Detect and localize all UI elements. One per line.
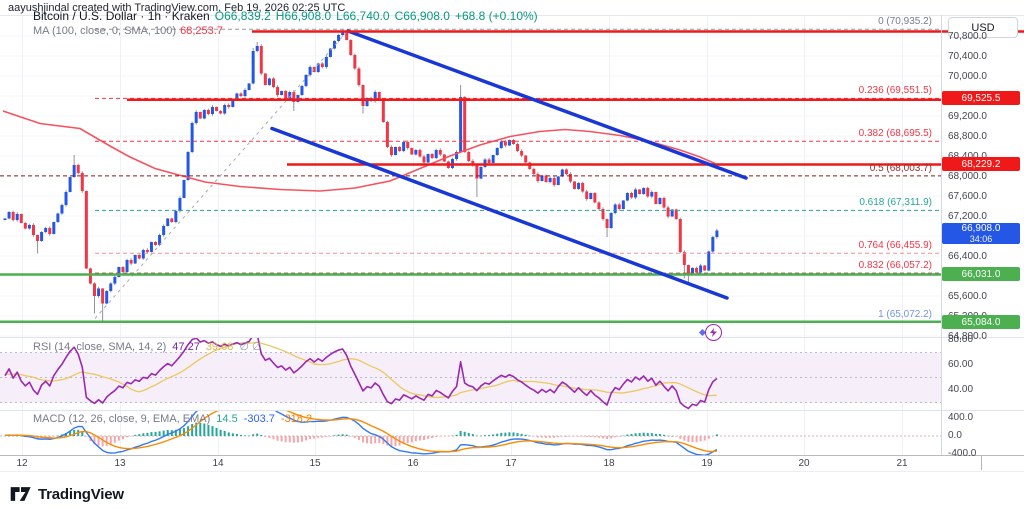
time-label: 15 (309, 458, 321, 469)
ohlc-close: C66,908.0 (394, 9, 450, 23)
time-label: 19 (701, 458, 713, 469)
symbol-legend[interactable]: Bitcoin / U.S. Dollar · 1h · Kraken O66,8… (33, 9, 538, 23)
time-label: 12 (16, 458, 28, 469)
lightning-bolt-icon (710, 328, 717, 337)
ohlc-open: O66,839.2 (214, 9, 271, 23)
last-price-badge: 66,908.0 34:06 (942, 223, 1020, 244)
time-label: 13 (114, 458, 126, 469)
price-tick: 69,200.0 (948, 111, 987, 122)
price-tick: 66,400.0 (948, 251, 987, 262)
ma-legend-value: 68,253.7 (180, 25, 223, 37)
fib-label-0: 0 (70,935.2) (878, 16, 932, 27)
price-tick: 70,800.0 (948, 31, 987, 42)
time-label: 17 (505, 458, 517, 469)
price-tick: 70,000.0 (948, 71, 987, 82)
ohlc-high: H66,908.0 (275, 9, 332, 23)
price-tick: 64,800.0 (948, 331, 987, 342)
macd-tick: 400.0 (948, 412, 974, 423)
time-label: 21 (896, 458, 908, 469)
macd-legend-label: MACD (12, 26, close, 9, EMA, EMA) (33, 413, 211, 425)
price-change: +68.8 (+0.10%) (454, 9, 538, 23)
ma-legend[interactable]: MA (100, close, 0, SMA, 100) 68,253.7 (33, 25, 223, 37)
rsi-tick: 60.00 (948, 359, 974, 370)
rsi-legend-label: RSI (14, close, SMA, 14, 2) (33, 341, 167, 353)
time-label: 16 (407, 458, 419, 469)
fib-label-0764: 0.764 (66,455.9) (858, 240, 932, 251)
rsi-tick: 40.00 (948, 384, 974, 395)
rsi-sma-value: 39.68 (205, 341, 234, 353)
fib-label-0618: 0.618 (67,311.9) (859, 197, 932, 208)
lightning-event-icon[interactable] (705, 324, 722, 341)
tradingview-logo-icon (10, 487, 31, 501)
rsi-tick: 80.00 (948, 334, 974, 345)
macd-tick: 0.0 (948, 430, 962, 441)
tradingview-logo[interactable]: TradingView (10, 484, 124, 504)
time-label: 14 (212, 458, 224, 469)
macd-value: -303.7 (243, 413, 275, 425)
macd-legend[interactable]: MACD (12, 26, close, 9, EMA, EMA) 14.5 -30… (33, 413, 312, 425)
price-tick: 70,400.0 (948, 51, 987, 62)
last-price-value: 66,908.0 (961, 222, 1001, 234)
price-badge-resistance2: 68,229.2 (942, 157, 1020, 171)
time-label: 20 (798, 458, 810, 469)
price-tick: 65,600.0 (948, 291, 987, 302)
macd-hist-value: 14.5 (216, 413, 238, 425)
time-label: 18 (603, 458, 615, 469)
currency-button[interactable]: USD (948, 17, 1018, 38)
price-tick: 67,600.0 (948, 191, 987, 202)
fib-label-0832: 0.832 (66,057.2) (858, 260, 932, 271)
macd-signal-value: -318.2 (280, 413, 313, 425)
fib-label-0236: 0.236 (69,551.5) (858, 85, 932, 96)
price-badge-support2: 65,084.0 (942, 315, 1020, 329)
fib-label-0382: 0.382 (68,695.5) (858, 128, 932, 139)
bar-countdown: 34:06 (969, 233, 993, 244)
price-badge-resistance: 69,525.5 (942, 91, 1020, 105)
ohlc-low: L66,740.0 (336, 9, 390, 23)
rsi-extra: ∅ ∅ (239, 341, 262, 353)
price-tick: 68,000.0 (948, 171, 987, 182)
price-badge-support: 66,031.0 (942, 267, 1020, 281)
macd-tick: -400.0 (948, 448, 977, 459)
price-tick: 68,800.0 (948, 131, 987, 142)
price-tick: 68,400.0 (948, 151, 987, 162)
ma-legend-label: MA (100, close, 0, SMA, 100) (33, 25, 177, 37)
rsi-value: 47.27 (172, 341, 200, 353)
symbol-title[interactable]: Bitcoin / U.S. Dollar · 1h · Kraken (33, 9, 210, 23)
rsi-legend[interactable]: RSI (14, close, SMA, 14, 2) 47.27 39.68 ∅ ∅ (33, 340, 262, 353)
tradingview-wordmark: TradingView (38, 485, 124, 503)
fib-label-1: 1 (65,072.2) (878, 309, 932, 320)
price-tick: 67,200.0 (948, 211, 987, 222)
credit-text: aayushjindal created with TradingView.co… (8, 2, 346, 14)
fib-label-05: 0.5 (68,003.7) (869, 163, 932, 174)
axis-divider (981, 456, 982, 470)
